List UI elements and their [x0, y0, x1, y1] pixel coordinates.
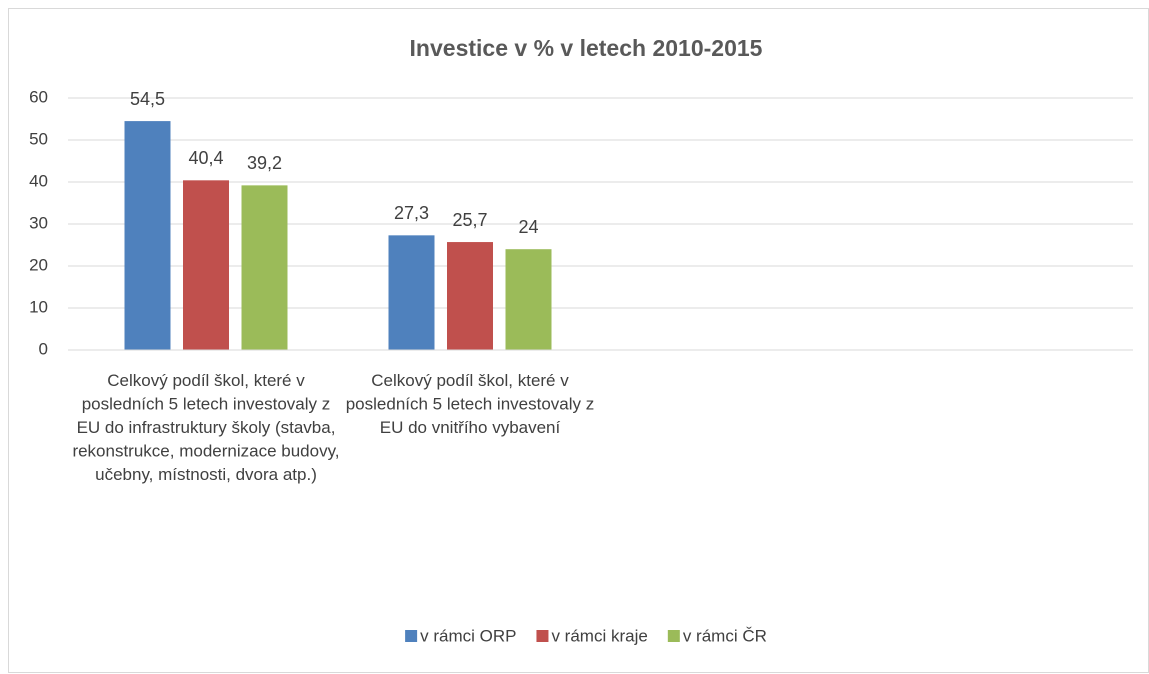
- data-label: 54,5: [130, 89, 165, 109]
- legend-label: v rámci kraje: [551, 626, 647, 645]
- data-label: 27,3: [394, 203, 429, 223]
- legend: v rámci ORP v rámci kraje v rámci ČR: [405, 626, 767, 645]
- bar: [183, 180, 229, 350]
- data-label: 40,4: [188, 148, 223, 168]
- x-tick-label: Celkový podíl škol, které v posledních 5 …: [346, 371, 595, 437]
- bar: [241, 185, 288, 350]
- y-tick-label: 60: [29, 87, 48, 106]
- chart-frame: [8, 8, 1149, 673]
- bar: [505, 249, 552, 350]
- bar: [124, 121, 171, 350]
- data-label: 24: [518, 217, 538, 237]
- legend-swatch: [667, 630, 680, 642]
- bar: [447, 242, 493, 350]
- y-tick-label: 10: [29, 297, 48, 316]
- x-tick-label: Celkový podíl škol, které v posledních 5 …: [72, 371, 339, 484]
- y-tick-label: 30: [29, 213, 48, 232]
- data-label: 25,7: [452, 210, 487, 230]
- y-tick-label: 50: [29, 129, 48, 148]
- y-tick-label: 20: [29, 255, 48, 274]
- chart-title: Investice v % v letech 2010-2015: [410, 35, 763, 61]
- legend-swatch: [536, 630, 549, 642]
- bar: [388, 235, 435, 350]
- data-label: 39,2: [247, 153, 282, 173]
- legend-label: v rámci ORP: [420, 626, 516, 645]
- legend-label: v rámci ČR: [683, 626, 767, 645]
- y-tick-label: 40: [29, 171, 48, 190]
- y-tick-label: 0: [39, 339, 48, 358]
- legend-swatch: [405, 630, 418, 642]
